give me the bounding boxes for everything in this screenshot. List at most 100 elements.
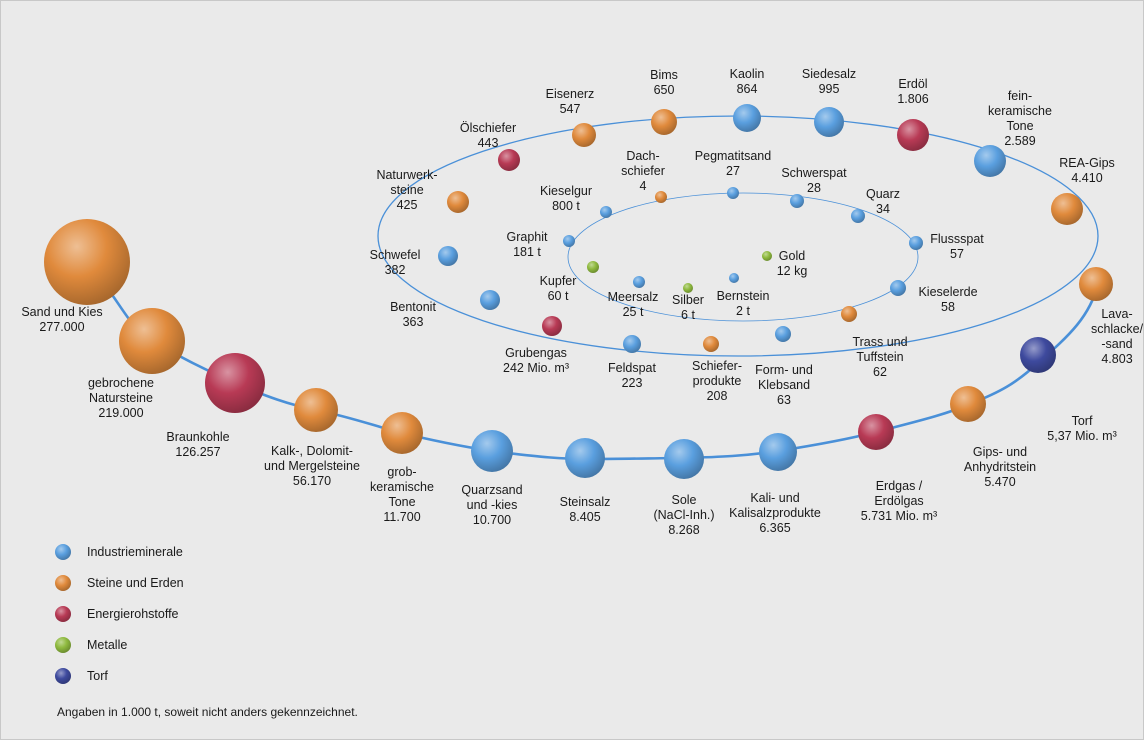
label-line: Erdöl — [898, 77, 927, 91]
label-line: Lava- — [1101, 307, 1132, 321]
label-trass-und-tuffstein: Trass und Tuffstein 62 — [852, 335, 907, 379]
label-line: 363 — [403, 315, 424, 329]
label-line: Form- und — [755, 363, 813, 377]
label-line: 277.000 — [39, 320, 84, 334]
label-erdöl: Erdöl 1.806 — [897, 77, 928, 106]
bubble-gold — [762, 251, 772, 261]
bubble-erdgas-erdölgas — [858, 414, 894, 450]
bubble-steinsalz — [565, 438, 605, 478]
label-dachschiefer: Dach-schiefer 4 — [621, 149, 665, 193]
label-line: grob- — [387, 465, 416, 479]
label-line: Flussspat — [930, 232, 984, 246]
label-grubengas: Grubengas 242 Mio. m³ — [503, 346, 569, 375]
bubble-trass-und-tuffstein — [841, 306, 857, 322]
label-line: 242 Mio. m³ — [503, 361, 569, 375]
label-line: 62 — [873, 365, 887, 379]
label-line: 28 — [807, 181, 821, 195]
bubble-flussspat — [909, 236, 923, 250]
label-braunkohle: Braunkohle 126.257 — [166, 430, 229, 459]
label-line: schiefer — [621, 164, 665, 178]
bubble-meersalz — [633, 276, 645, 288]
bubble-form-und-klebsand — [775, 326, 791, 342]
footnote: Angaben in 1.000 t, soweit nicht anders … — [57, 705, 358, 719]
label-line: Trass und — [852, 335, 907, 349]
label-schwerspat: Schwerspat 28 — [781, 166, 847, 195]
label-feinkeramische-tone: fein-keramische Tone 2.589 — [988, 89, 1052, 148]
label-line: 10.700 — [473, 513, 511, 527]
label-line: steine — [390, 183, 423, 197]
bubble-grobkeramische-tone — [381, 412, 423, 454]
label-line: 181 t — [513, 245, 541, 259]
bubble-pegmatitsand — [727, 187, 739, 199]
label-line: Klebsand — [758, 378, 810, 392]
label-silber: Silber 6 t — [672, 293, 704, 322]
label-line: Sole — [671, 493, 696, 507]
label-line: -sand — [1101, 337, 1132, 351]
label-quarzsand-und-kies: Quarzsand und -kies 10.700 — [461, 483, 522, 527]
label-line: 800 t — [552, 199, 580, 213]
label-line: 57 — [950, 247, 964, 261]
label-gips-und-anhydritstein: Gips- und Anhydritstein 5.470 — [964, 445, 1036, 489]
label-line: Tone — [388, 495, 415, 509]
label-line: 223 — [622, 376, 643, 390]
label-line: produkte — [693, 374, 742, 388]
label-line: 8.268 — [668, 523, 699, 537]
label-line: Kali- und — [750, 491, 799, 505]
label-line: 864 — [737, 82, 758, 96]
bubble-feinkeramische-tone — [974, 145, 1006, 177]
label-flussspat: Flussspat 57 — [930, 232, 984, 261]
bubble-rea-gips — [1051, 193, 1083, 225]
label-line: Quarz — [866, 187, 900, 201]
bubble-kalk-dolomit-und-mergelsteine — [294, 388, 338, 432]
label-line: 58 — [941, 300, 955, 314]
label-line: Bims — [650, 68, 678, 82]
bubble-kali-und-kalisalzprodukte — [759, 433, 797, 471]
label-form-und-klebsand: Form- und Klebsand 63 — [755, 363, 813, 407]
bubble-schwerspat — [790, 194, 804, 208]
label-line: 650 — [654, 83, 675, 97]
label-feldspat: Feldspat 223 — [608, 361, 656, 390]
label-line: keramische — [988, 104, 1052, 118]
label-line: (NaCl-Inh.) — [653, 508, 714, 522]
label-naturwerksteine: Naturwerk-steine 425 — [376, 168, 437, 212]
label-line: 5.731 Mio. m³ — [861, 509, 937, 523]
label-line: 5,37 Mio. m³ — [1047, 429, 1116, 443]
label-line: 11.700 — [383, 510, 420, 524]
bubble-bentonit — [480, 290, 500, 310]
legend-label-energierohstoffe: Energierohstoffe — [87, 607, 179, 621]
label-line: Schwefel — [370, 248, 421, 262]
label-line: 25 t — [623, 305, 644, 319]
label-line: Kalisalzprodukte — [729, 506, 821, 520]
label-bentonit: Bentonit 363 — [390, 300, 436, 329]
label-line: 208 — [707, 389, 728, 403]
label-line: Bentonit — [390, 300, 436, 314]
label-line: 5.470 — [984, 475, 1015, 489]
label-line: Quarzsand — [461, 483, 522, 497]
legend-label-industrieminerale: Industrieminerale — [87, 545, 183, 559]
label-line: REA-Gips — [1059, 156, 1115, 170]
label-quarz: Quarz 34 — [866, 187, 900, 216]
label-line: Silber — [672, 293, 704, 307]
label-line: 8.405 — [569, 510, 600, 524]
label-line: Erdgas / — [876, 479, 923, 493]
bubble-feldspat — [623, 335, 641, 353]
label-line: Kaolin — [730, 67, 765, 81]
label-line: 995 — [819, 82, 840, 96]
label-line: Meersalz — [608, 290, 659, 304]
label-line: 60 t — [548, 289, 569, 303]
label-erdgas-erdölgas: Erdgas / Erdölgas 5.731 Mio. m³ — [861, 479, 937, 523]
label-line: Ölschiefer — [460, 121, 516, 135]
bubble-grubengas — [542, 316, 562, 336]
bubble-schieferprodukte — [703, 336, 719, 352]
bubble-kieselgur — [600, 206, 612, 218]
label-line: und Mergelsteine — [264, 459, 360, 473]
label-line: 6 t — [681, 308, 695, 322]
label-line: Sand und Kies — [21, 305, 102, 319]
label-line: Schwerspat — [781, 166, 847, 180]
label-graphit: Graphit 181 t — [507, 230, 549, 259]
legend-swatch-metalle — [55, 637, 71, 653]
label-line: 34 — [876, 202, 890, 216]
label-steinsalz: Steinsalz 8.405 — [560, 495, 611, 524]
label-line: 6.365 — [759, 521, 790, 535]
